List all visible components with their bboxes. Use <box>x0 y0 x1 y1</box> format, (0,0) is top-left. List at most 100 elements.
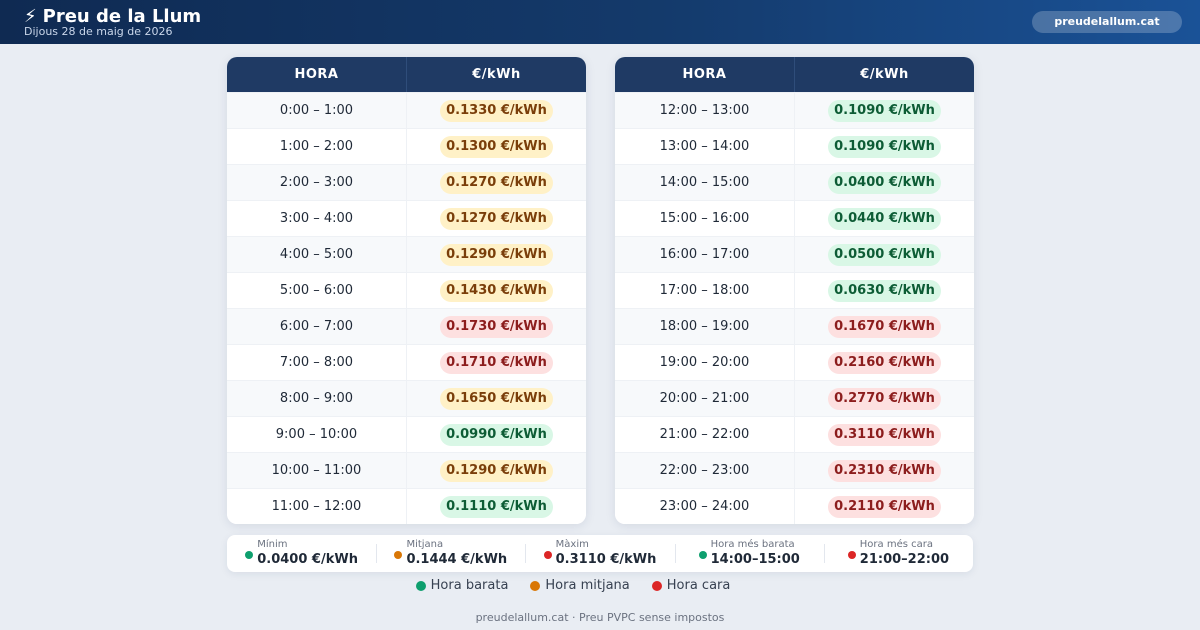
app-header: ⚡ Preu de la Llum Dijous 28 de maig de 20… <box>0 0 1200 44</box>
price-badge: 0.2310 €/kWh <box>828 459 941 482</box>
price-badge: 0.2160 €/kWh <box>828 351 941 374</box>
hour-cell: 8:00 – 9:00 <box>227 381 407 416</box>
price-cell: 0.1090 €/kWh <box>795 93 974 128</box>
lightning-icon: ⚡ <box>24 6 37 27</box>
legend-item: Hora cara <box>651 578 731 593</box>
stat-text: Hora més barata 14:00–15:00 <box>711 539 800 568</box>
price-cell: 0.2110 €/kWh <box>795 489 974 524</box>
hour-cell: 17:00 – 18:00 <box>615 273 795 308</box>
stat-text: Mitjana 0.1444 €/kWh <box>406 539 507 568</box>
table-row: 5:00 – 6:00 0.1430 €/kWh <box>227 272 586 308</box>
table-row: 0:00 – 1:00 0.1330 €/kWh <box>227 92 586 128</box>
page-footer: preudelallum.cat · Preu PVPC sense impos… <box>475 611 725 624</box>
status-dot-icon <box>245 551 254 559</box>
status-dot-icon <box>847 551 856 559</box>
legend-dot-icon <box>415 580 426 591</box>
price-cell: 0.1110 €/kWh <box>407 489 586 524</box>
table-row: 23:00 – 24:00 0.2110 €/kWh <box>615 488 974 524</box>
column-header-hour: HORA <box>615 57 795 92</box>
column-header-price: €/kWh <box>472 67 521 82</box>
hour-cell: 0:00 – 1:00 <box>227 93 407 128</box>
price-badge: 0.1710 €/kWh <box>440 351 553 374</box>
price-cell: 0.1290 €/kWh <box>407 453 586 488</box>
price-badge: 0.1270 €/kWh <box>440 207 553 230</box>
table-row: 15:00 – 16:00 0.0440 €/kWh <box>615 200 974 236</box>
price-cell: 0.1300 €/kWh <box>407 129 586 164</box>
stat-value: 21:00–22:00 <box>859 552 950 567</box>
price-badge: 0.3110 €/kWh <box>828 423 941 446</box>
table-row: 13:00 – 14:00 0.1090 €/kWh <box>615 128 974 164</box>
price-cell: 0.0500 €/kWh <box>795 237 974 272</box>
legend-label: Hora mitjana <box>545 578 630 593</box>
hour-cell: 10:00 – 11:00 <box>227 453 407 488</box>
hour-cell: 6:00 – 7:00 <box>227 309 407 344</box>
table-body: 0:00 – 1:00 0.1330 €/kWh 1:00 – 2:00 0.1300… <box>227 92 586 524</box>
stat-text: Mínim 0.0400 €/kWh <box>257 539 358 568</box>
table-row: 6:00 – 7:00 0.1730 €/kWh <box>227 308 586 344</box>
stat-item: Hora més barata 14:00–15:00 <box>674 535 824 572</box>
stat-value: 0.3110 €/kWh <box>555 552 657 567</box>
stat-item: Mínim 0.0400 €/kWh <box>227 535 376 572</box>
stat-label: Mínim <box>257 539 288 550</box>
price-badge: 0.0400 €/kWh <box>828 171 941 194</box>
price-badge: 0.0990 €/kWh <box>440 423 553 446</box>
hour-cell: 16:00 – 17:00 <box>615 237 795 272</box>
legend-label: Hora barata <box>430 578 509 593</box>
hour-cell: 4:00 – 5:00 <box>227 237 407 272</box>
price-badge: 0.2110 €/kWh <box>828 495 941 518</box>
table-row: 1:00 – 2:00 0.1300 €/kWh <box>227 128 586 164</box>
table-row: 11:00 – 12:00 0.1110 €/kWh <box>227 488 586 524</box>
site-link-button[interactable]: preudelallum.cat <box>1032 11 1182 33</box>
price-badge: 0.1270 €/kWh <box>440 171 553 194</box>
price-cell: 0.1650 €/kWh <box>407 381 586 416</box>
hour-cell: 22:00 – 23:00 <box>615 453 795 488</box>
price-badge: 0.0440 €/kWh <box>828 207 941 230</box>
price-badge: 0.1300 €/kWh <box>440 135 553 158</box>
legend-item: Hora barata <box>415 578 509 593</box>
price-badge: 0.1290 €/kWh <box>440 459 553 482</box>
hour-cell: 19:00 – 20:00 <box>615 345 795 380</box>
price-cell: 0.1430 €/kWh <box>407 273 586 308</box>
price-cell: 0.0990 €/kWh <box>407 417 586 452</box>
table-row: 20:00 – 21:00 0.2770 €/kWh <box>615 380 974 416</box>
price-table-afternoon: HORA €/kWh 12:00 – 13:00 0.1090 €/kWh 13:0… <box>615 57 974 524</box>
price-badge: 0.0630 €/kWh <box>828 279 941 302</box>
hour-cell: 18:00 – 19:00 <box>615 309 795 344</box>
price-cell: 0.2770 €/kWh <box>795 381 974 416</box>
table-row: 17:00 – 18:00 0.0630 €/kWh <box>615 272 974 308</box>
table-row: 2:00 – 3:00 0.1270 €/kWh <box>227 164 586 200</box>
hour-cell: 12:00 – 13:00 <box>615 93 795 128</box>
price-badge: 0.1730 €/kWh <box>440 315 553 338</box>
hour-cell: 14:00 – 15:00 <box>615 165 795 200</box>
price-badge: 0.1090 €/kWh <box>828 135 941 158</box>
price-badge: 0.0500 €/kWh <box>828 243 941 266</box>
status-dot-icon <box>698 551 707 559</box>
price-cell: 0.2160 €/kWh <box>795 345 974 380</box>
hour-cell: 11:00 – 12:00 <box>227 489 407 524</box>
price-badge: 0.1650 €/kWh <box>440 387 553 410</box>
table-row: 4:00 – 5:00 0.1290 €/kWh <box>227 236 586 272</box>
hour-cell: 7:00 – 8:00 <box>227 345 407 380</box>
stat-value: 0.1444 €/kWh <box>406 552 508 567</box>
price-cell: 0.1090 €/kWh <box>795 129 974 164</box>
table-row: 7:00 – 8:00 0.1710 €/kWh <box>227 344 586 380</box>
hour-cell: 23:00 – 24:00 <box>615 489 795 524</box>
stat-item: Hora més cara 21:00–22:00 <box>823 535 973 572</box>
table-row: 3:00 – 4:00 0.1270 €/kWh <box>227 200 586 236</box>
table-row: 10:00 – 11:00 0.1290 €/kWh <box>227 452 586 488</box>
price-cell: 0.1730 €/kWh <box>407 309 586 344</box>
price-badge: 0.1290 €/kWh <box>440 243 553 266</box>
stat-item: Màxim 0.3110 €/kWh <box>525 535 674 572</box>
hour-cell: 3:00 – 4:00 <box>227 201 407 236</box>
price-badge: 0.1330 €/kWh <box>440 99 553 122</box>
table-row: 14:00 – 15:00 0.0400 €/kWh <box>615 164 974 200</box>
stat-text: Hora més cara 21:00–22:00 <box>860 539 949 568</box>
status-dot-icon <box>543 551 552 559</box>
legend-dot-icon <box>651 580 662 591</box>
hour-cell: 1:00 – 2:00 <box>227 129 407 164</box>
price-cell: 0.3110 €/kWh <box>795 417 974 452</box>
table-row: 16:00 – 17:00 0.0500 €/kWh <box>615 236 974 272</box>
legend-label: Hora cara <box>666 578 731 593</box>
table-row: 8:00 – 9:00 0.1650 €/kWh <box>227 380 586 416</box>
price-table-morning: HORA €/kWh 0:00 – 1:00 0.1330 €/kWh 1:00 –… <box>227 57 586 524</box>
